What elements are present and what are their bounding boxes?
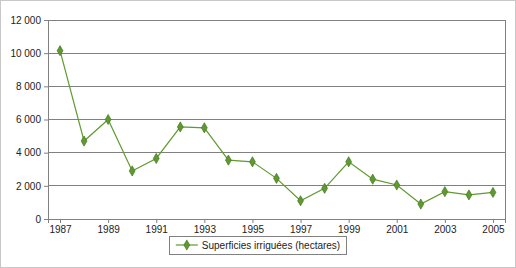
- point-marker: [57, 46, 63, 56]
- tick: 1991: [146, 219, 169, 235]
- y-axis: 0 2 000 4 000 6 000 8 000 10 000 12 000: [10, 15, 48, 225]
- point-marker: [201, 123, 207, 133]
- tick-mark: [252, 219, 253, 223]
- point-marker: [346, 157, 352, 167]
- plot-frame: [48, 20, 505, 219]
- tick-label: 2 000: [16, 181, 41, 192]
- chart: 02 0004 0006 0008 00010 00012 0001987198…: [0, 0, 516, 268]
- point-marker: [418, 199, 424, 209]
- tick-mark: [108, 219, 109, 223]
- grid-line: [48, 119, 505, 120]
- tick: 8 000: [16, 81, 48, 92]
- grid-line: [48, 53, 505, 54]
- point-marker: [81, 136, 87, 146]
- tick-label: 1999: [338, 224, 361, 235]
- tick-label: 1997: [290, 224, 313, 235]
- tick: 1987: [49, 219, 72, 235]
- x-axis: 1987 1989 1991 1993 1995 1997 1999 2001 2003 2005: [49, 219, 506, 235]
- tick: 0: [35, 214, 48, 225]
- grid-line: [48, 86, 505, 87]
- legend-item: Superficies irriguées (hectares): [176, 240, 340, 251]
- tick-mark: [445, 219, 446, 223]
- axis-line: [44, 21, 49, 220]
- tick: 4 000: [16, 147, 48, 158]
- tick-label: 4 000: [16, 147, 41, 158]
- tick-mark: [44, 219, 48, 220]
- tick-mark: [204, 219, 205, 223]
- plot-background: [48, 20, 505, 219]
- tick-label: 12 000: [10, 15, 41, 26]
- point-marker: [250, 157, 256, 167]
- tick-mark: [301, 219, 302, 223]
- tick-label: 0: [35, 214, 41, 225]
- grid: [48, 20, 505, 219]
- tick: 12 000: [10, 15, 48, 26]
- marks: [57, 46, 496, 210]
- legend-label: Superficies irriguées (hectares): [202, 240, 340, 251]
- tick: 2001: [386, 219, 409, 235]
- point-marker: [394, 180, 400, 190]
- tick-mark: [44, 153, 48, 154]
- tick-label: 6 000: [16, 114, 41, 125]
- tick-label: 1987: [49, 224, 72, 235]
- point-marker: [177, 122, 183, 132]
- point-marker: [370, 174, 376, 184]
- point-marker: [442, 187, 448, 197]
- point-marker: [274, 173, 280, 183]
- tick-label: 2005: [482, 224, 505, 235]
- grid-line: [48, 185, 505, 186]
- tick-label: 10 000: [10, 48, 41, 59]
- tick: 2 000: [16, 181, 48, 192]
- axis-line: [49, 220, 506, 224]
- tick: 10 000: [10, 48, 48, 59]
- tick-mark: [44, 86, 48, 87]
- tick-label: 2001: [386, 224, 409, 235]
- tick: 1993: [194, 219, 217, 235]
- tick: 6 000: [16, 114, 48, 125]
- tick-label: 1995: [242, 224, 265, 235]
- point-marker: [105, 114, 111, 124]
- legend-swatch-marker: [184, 240, 190, 250]
- plot: 02 0004 0006 0008 00010 00012 0001987198…: [10, 15, 505, 235]
- point-marker: [490, 187, 496, 197]
- tick-label: 2003: [434, 224, 457, 235]
- tick-mark: [349, 219, 350, 223]
- point-marker: [225, 155, 231, 165]
- chart-border: [1, 1, 516, 268]
- tick-mark: [156, 219, 157, 223]
- point-marker: [322, 183, 328, 193]
- tick-label: 1989: [98, 224, 121, 235]
- tick-mark: [44, 53, 48, 54]
- legend: Superficies irriguées (hectares): [170, 236, 346, 254]
- tick: 1989: [98, 219, 121, 235]
- tick-mark: [44, 120, 48, 121]
- tick-mark: [493, 219, 494, 223]
- tick-label: 1991: [146, 224, 169, 235]
- tick-mark: [60, 219, 61, 223]
- tick-mark: [44, 186, 48, 187]
- series-line: [60, 51, 493, 204]
- grid-line: [48, 152, 505, 153]
- point-marker: [129, 166, 135, 176]
- tick: 2005: [482, 219, 505, 235]
- tick-mark: [397, 219, 398, 223]
- tick: 1999: [338, 219, 361, 235]
- point-marker: [466, 190, 472, 200]
- tick: 2003: [434, 219, 457, 235]
- tick: 1995: [242, 219, 265, 235]
- legend-box: [170, 236, 346, 254]
- tick-label: 8 000: [16, 81, 41, 92]
- point-marker: [153, 153, 159, 163]
- tick: 1997: [290, 219, 313, 235]
- tick-label: 1993: [194, 224, 217, 235]
- tick-mark: [44, 20, 48, 21]
- point-marker: [298, 196, 304, 206]
